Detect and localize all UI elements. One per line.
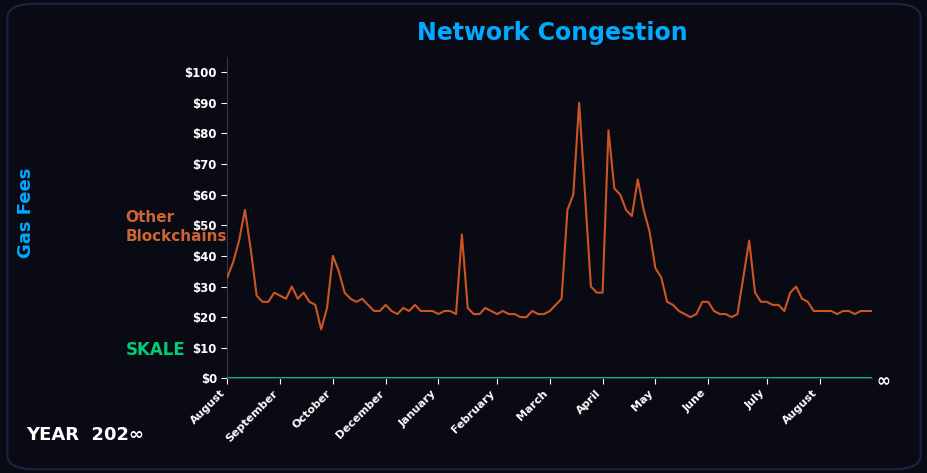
Text: YEAR  202∞: YEAR 202∞ [26,426,144,444]
Text: Gas Fees: Gas Fees [17,167,35,258]
Text: Other
Blockchains: Other Blockchains [125,210,226,245]
Text: SKALE: SKALE [125,341,184,359]
Text: ∞: ∞ [876,372,889,390]
Text: Network Congestion: Network Congestion [416,21,687,45]
